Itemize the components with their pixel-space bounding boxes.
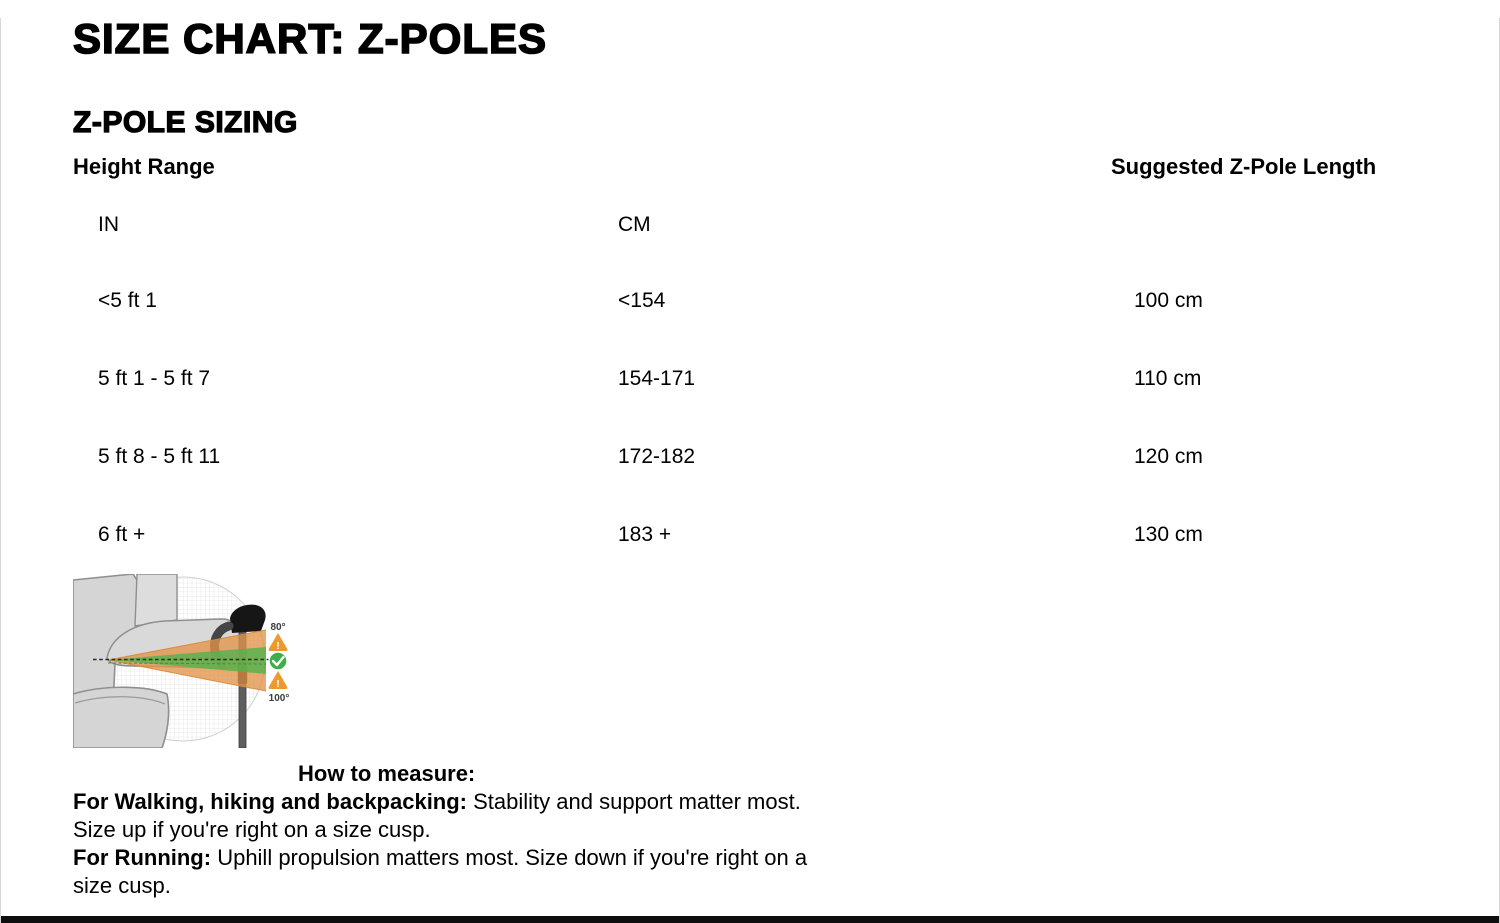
elbow-angle-diagram: 80° ! ! 100° [72,573,1429,749]
running-instructions: For Running: Uphill propulsion matters m… [73,844,1429,900]
table-row-cell-in: 5 ft 1 - 5 ft 7 [98,367,211,390]
table-row-cell-in: 6 ft + [98,523,146,546]
pole-grip-illustration: 80° ! ! 100° [72,573,290,749]
how-to-measure-heading: How to measure: [298,761,476,786]
walking-label: For Walking, hiking and backpacking: [73,789,468,814]
how-to-measure-section: How to measure: For Walking, hiking and … [73,760,1429,900]
size-chart-page: SIZE CHART: Z-POLES Z-POLE SIZING Height… [0,15,1500,923]
walking-text-line1: Stability and support matter most. [467,789,801,814]
check-circle-icon [268,651,288,671]
walking-text-line2: Size up if you're right on a size cusp. [73,817,431,842]
angle-top-label: 80° [270,622,285,633]
section-heading: Z-POLE SIZING [72,106,298,139]
bottom-divider-bar [1,916,1499,923]
page-title: SIZE CHART: Z-POLES [72,15,548,62]
table-row-cell-length: 100 cm [1134,289,1203,312]
table-row-cell-length: 110 cm [1134,367,1202,390]
sizing-table: Height Range Suggested Z-Pole Length IN … [73,154,1429,574]
unit-header-cm: CM [618,213,651,236]
warning-triangle-icon: ! [268,633,288,652]
warning-triangle-icon: ! [268,671,288,690]
table-row-cell-length: 130 cm [1134,523,1203,546]
col-header-suggested-length: Suggested Z-Pole Length [1111,154,1377,179]
table-row-cell-in: <5 ft 1 [98,289,157,312]
running-text-line1: Uphill propulsion matters most. Size dow… [211,845,808,870]
angle-fans [107,629,267,692]
angle-indicators: 80° ! ! 100° [268,622,290,704]
walking-instructions: For Walking, hiking and backpacking: Sta… [73,788,1429,844]
unit-header-spacer [1109,188,1429,262]
svg-text:!: ! [276,641,279,652]
table-row-cell-length: 120 cm [1134,445,1203,468]
table-row-cell-cm: 172-182 [618,445,696,468]
unit-header-in: IN [98,213,119,236]
running-label: For Running: [73,845,212,870]
angle-bottom-label: 100° [269,693,290,704]
col-header-height-range: Height Range [73,154,215,179]
table-row-cell-in: 5 ft 8 - 5 ft 11 [98,445,221,468]
pole-grip [230,604,266,633]
table-row-cell-cm: 154-171 [618,367,696,390]
table-row-cell-cm: <154 [618,289,666,312]
table-row-cell-cm: 183 + [618,523,672,546]
running-text-line2: size cusp. [73,873,171,898]
svg-text:!: ! [276,679,279,690]
